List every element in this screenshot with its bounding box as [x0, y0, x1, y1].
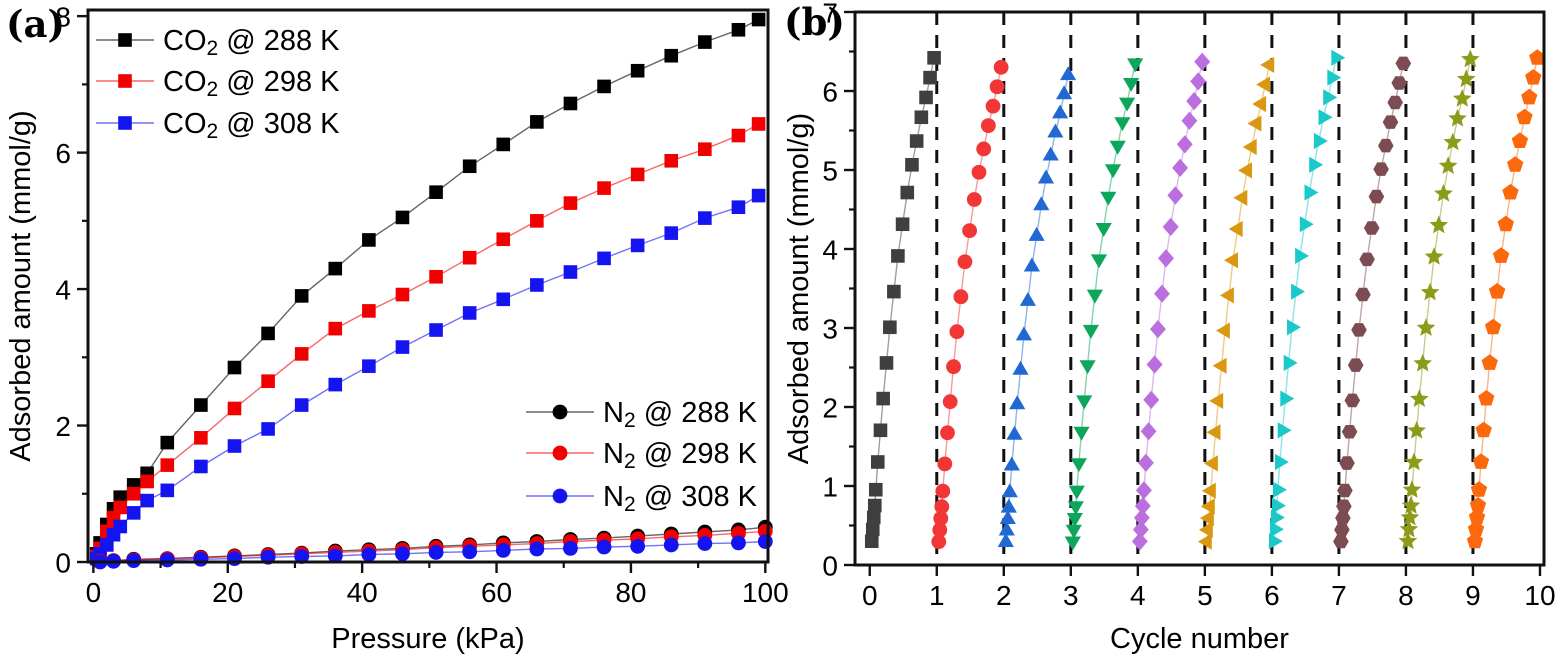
series-cycle-6 — [1197, 56, 1275, 550]
y-tick-label: 6 — [55, 138, 71, 169]
panel-a-tag: (a) — [6, 2, 65, 46]
x-tick-label: 1 — [929, 580, 945, 611]
series-cycle-4 — [1064, 58, 1144, 551]
x-tick-label: 5 — [1197, 580, 1213, 611]
x-axis-title: Cycle number — [1110, 623, 1289, 654]
isotherm-chart: 0 20 40 60 80 100 0 2 4 6 8 Pressure (kPa) Adsorbed … — [5, 2, 789, 654]
legend-item-co2-298k: CO2 @ 298 K — [96, 66, 340, 101]
legend-n2: N2 @ 288 K N2 @ 298 K N2 @ 308 K — [526, 397, 758, 516]
y-tick-label: 2 — [822, 393, 838, 424]
legend-item-co2-288k: CO2 @ 288 K — [96, 25, 340, 60]
x-tick-label: 0 — [862, 580, 878, 611]
x-tick-label: 3 — [1063, 580, 1079, 611]
y-axis-title: Adsorbed amount (mmol/g) — [783, 113, 815, 464]
series-co2-298k — [89, 117, 766, 564]
x-tick-label: 100 — [742, 577, 789, 608]
legend-label: CO2 @ 308 K — [163, 108, 340, 143]
y-tick-label: 8 — [55, 2, 71, 33]
legend-label: N2 @ 288 K — [603, 397, 758, 432]
y-tick-label: 5 — [822, 156, 838, 187]
y-tick-label: 4 — [55, 275, 71, 306]
plot-frame — [853, 10, 1546, 567]
panel-b-tag: (b) — [784, 0, 845, 44]
legend-item-n2-308k: N2 @ 308 K — [526, 481, 758, 516]
x-tick-label: 7 — [1331, 580, 1347, 611]
legend-label: CO2 @ 298 K — [163, 66, 340, 101]
legend-item-n2-298k: N2 @ 298 K — [526, 438, 758, 473]
x-tick-label: 80 — [615, 577, 646, 608]
plot-frame — [86, 8, 770, 564]
series-cycle-9 — [1398, 49, 1480, 550]
y-tick-label: 3 — [822, 314, 838, 345]
legend-item-n2-288k: N2 @ 288 K — [526, 397, 758, 432]
x-tick-label: 0 — [86, 577, 102, 608]
axes-b: 0 1 2 3 4 5 6 7 8 9 10 0 1 2 3 4 5 6 7 Cycle number Adsorbed… — [783, 0, 1555, 654]
series-cycle-5 — [1131, 52, 1211, 551]
series-n2-308k — [92, 534, 773, 570]
y-tick-label: 4 — [822, 235, 838, 266]
x-tick-label: 6 — [1264, 580, 1280, 611]
series-cycle-2 — [931, 59, 1009, 550]
series-cycle-7 — [1268, 49, 1346, 550]
x-tick-label: 40 — [347, 577, 378, 608]
legend-item-co2-308k: CO2 @ 308 K — [96, 108, 340, 143]
y-tick-label: 6 — [822, 77, 838, 108]
series-cycle-10 — [1466, 49, 1546, 549]
x-tick-label: 20 — [212, 577, 243, 608]
legend-label: CO2 @ 288 K — [163, 25, 340, 60]
series-layer-b — [864, 49, 1546, 551]
x-tick-label: 60 — [481, 577, 512, 608]
y-tick-label: 7 — [822, 0, 838, 29]
x-tick-label: 9 — [1465, 580, 1481, 611]
y-tick-label: 0 — [55, 548, 71, 579]
y-tick-label: 2 — [55, 411, 71, 442]
series-cycle-8 — [1333, 56, 1412, 549]
legend-co2: CO2 @ 288 K CO2 @ 298 K CO2 @ 308 K — [96, 25, 340, 143]
x-tick-label: 4 — [1130, 580, 1146, 611]
legend-label: N2 @ 298 K — [603, 438, 758, 473]
legend-label: N2 @ 308 K — [603, 481, 758, 516]
x-tick-label: 8 — [1398, 580, 1414, 611]
y-tick-label: 1 — [822, 472, 838, 503]
series-cycle-1 — [864, 51, 941, 549]
axes-a: 0 20 40 60 80 100 0 2 4 6 8 Pressure (kPa) Adsorbed … — [5, 2, 789, 654]
y-axis-title: Adsorbed amount (mmol/g) — [5, 110, 37, 461]
cycling-chart: 0 1 2 3 4 5 6 7 8 9 10 0 1 2 3 4 5 6 7 Cycle number Adsorbed… — [783, 0, 1555, 654]
dashed-guides — [935, 12, 1475, 565]
y-tick-label: 0 — [822, 551, 838, 582]
x-axis-title: Pressure (kPa) — [331, 623, 524, 654]
x-tick-label: 10 — [1524, 580, 1555, 611]
x-tick-label: 2 — [996, 580, 1012, 611]
series-co2-308k — [89, 188, 766, 566]
series-cycle-3 — [997, 66, 1077, 547]
